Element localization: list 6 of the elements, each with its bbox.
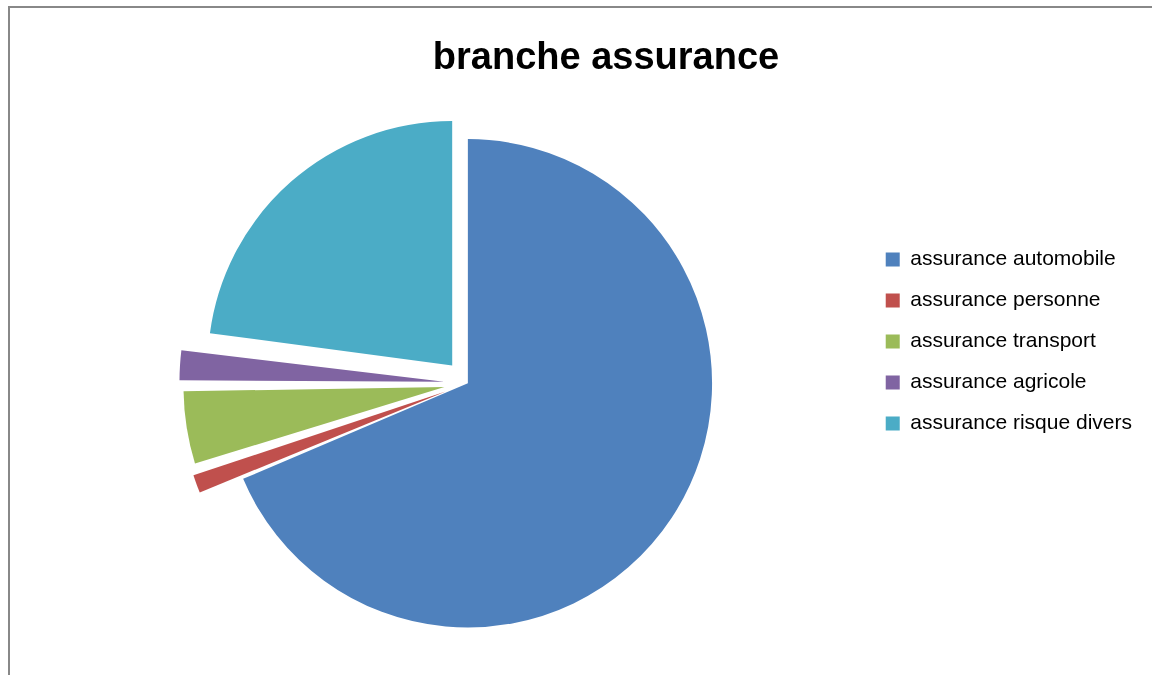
legend-label: assurance risque divers: [910, 410, 1133, 434]
legend-label: assurance agricole: [910, 369, 1087, 393]
legend-label: assurance transport: [910, 328, 1096, 352]
legend-label: assurance automobile: [910, 246, 1116, 270]
legend-label: assurance personne: [910, 287, 1101, 311]
chart-title: branche assurance: [432, 35, 780, 78]
